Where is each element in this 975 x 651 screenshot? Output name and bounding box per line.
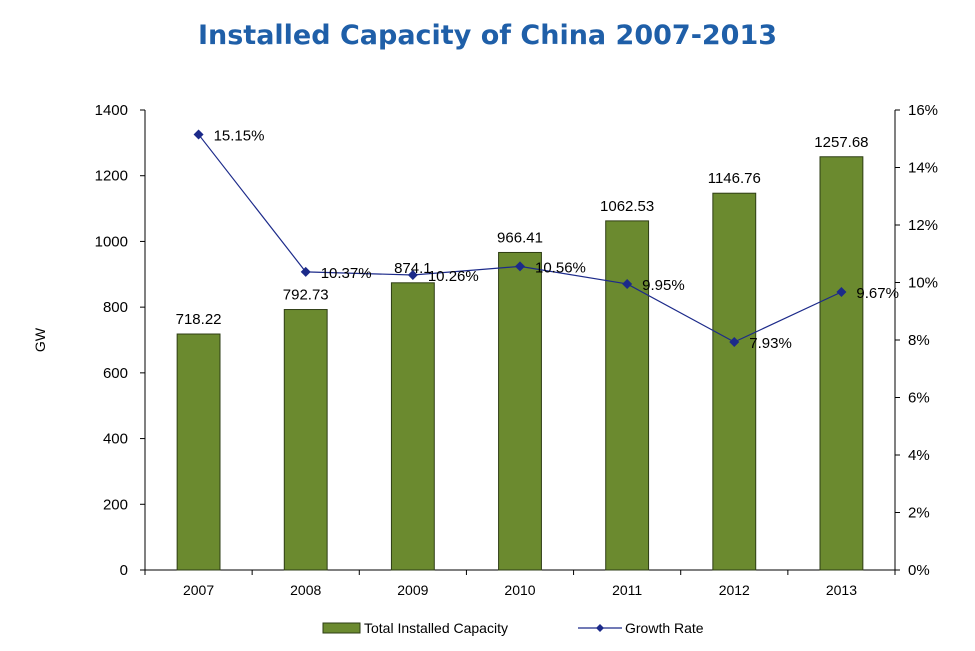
- x-tick-label: 2008: [290, 582, 321, 598]
- line-point: [193, 129, 204, 140]
- y-tick-label-right: 2%: [908, 505, 930, 522]
- x-tick-label: 2010: [504, 582, 535, 598]
- y-tick-label-right: 12%: [908, 217, 938, 234]
- line-point: [836, 286, 847, 297]
- line-point: [407, 270, 418, 281]
- y-tick-label-left: 1400: [95, 102, 128, 119]
- x-tick-label: 2013: [826, 582, 857, 598]
- y-axis-label: GW: [32, 327, 48, 352]
- axes: 0 200 400 600 800 1000 1200 1400 0% 2% 4% 6% 8% 10% 12…: [32, 102, 938, 598]
- line-value-label: 10.56%: [535, 259, 586, 276]
- y-tick-label-left: 600: [103, 365, 128, 382]
- legend: Total Installed Capacity Growth Rate: [322, 620, 704, 636]
- x-tick-label: 2012: [719, 582, 750, 598]
- line-value-label: 9.67%: [856, 285, 899, 302]
- line-point: [515, 261, 525, 272]
- bar: [819, 156, 864, 571]
- bar: [605, 220, 650, 571]
- legend-label-bar: Total Installed Capacity: [364, 620, 508, 636]
- y-tick-label-right: 16%: [908, 102, 938, 119]
- bar: [498, 251, 542, 571]
- line-value-label: 10.37%: [321, 265, 372, 282]
- bar-value-label: 1257.68: [814, 134, 868, 151]
- y-tick-label-left: 1000: [95, 233, 128, 250]
- legend-swatch-bar: [322, 622, 361, 634]
- y-tick-label-left: 800: [103, 299, 128, 316]
- line-value-label: 10.26%: [428, 268, 479, 285]
- line-value-label: 7.93%: [749, 335, 792, 352]
- line-point: [622, 278, 633, 289]
- bar-value-label: 966.41: [497, 229, 543, 246]
- data-labels: 718.22 792.73 874.1 966.41 1062.53 1146.76 125…: [176, 127, 899, 352]
- bar-value-label: 874.1: [394, 260, 432, 277]
- bar-value-label: 718.22: [176, 311, 222, 328]
- y-tick-label-right: 8%: [908, 332, 930, 349]
- y-tick-label-right: 6%: [908, 390, 930, 407]
- y-tick-label-right: 4%: [908, 447, 930, 464]
- bar-value-label: 792.73: [283, 287, 329, 304]
- y-tick-label-left: 400: [103, 431, 128, 448]
- bar: [390, 282, 435, 571]
- bar-series: [176, 156, 864, 571]
- legend-label-line: Growth Rate: [625, 620, 704, 636]
- line-point: [729, 337, 740, 348]
- bar: [176, 333, 221, 571]
- line-value-label: 15.15%: [214, 127, 265, 144]
- y-tick-label-left: 200: [103, 496, 128, 513]
- bar: [283, 309, 328, 571]
- line-value-label: 9.95%: [642, 277, 685, 294]
- bar-value-label: 1146.76: [708, 170, 761, 187]
- x-tick-label: 2009: [397, 582, 428, 598]
- y-tick-label-left: 1200: [95, 168, 128, 185]
- x-tick-label: 2007: [183, 582, 214, 598]
- bar: [712, 192, 757, 571]
- x-tick-label: 2011: [612, 582, 642, 598]
- bar-value-label: 1062.53: [600, 198, 654, 215]
- y-tick-label-left: 0: [120, 562, 128, 579]
- chart-title: Installed Capacity of China 2007-2013: [197, 20, 778, 51]
- legend-swatch-marker: [596, 624, 604, 632]
- y-tick-label-right: 14%: [908, 160, 938, 177]
- y-tick-label-right: 10%: [908, 275, 938, 292]
- line-series: [193, 129, 847, 348]
- line-point: [300, 266, 311, 277]
- y-tick-label-right: 0%: [908, 562, 930, 579]
